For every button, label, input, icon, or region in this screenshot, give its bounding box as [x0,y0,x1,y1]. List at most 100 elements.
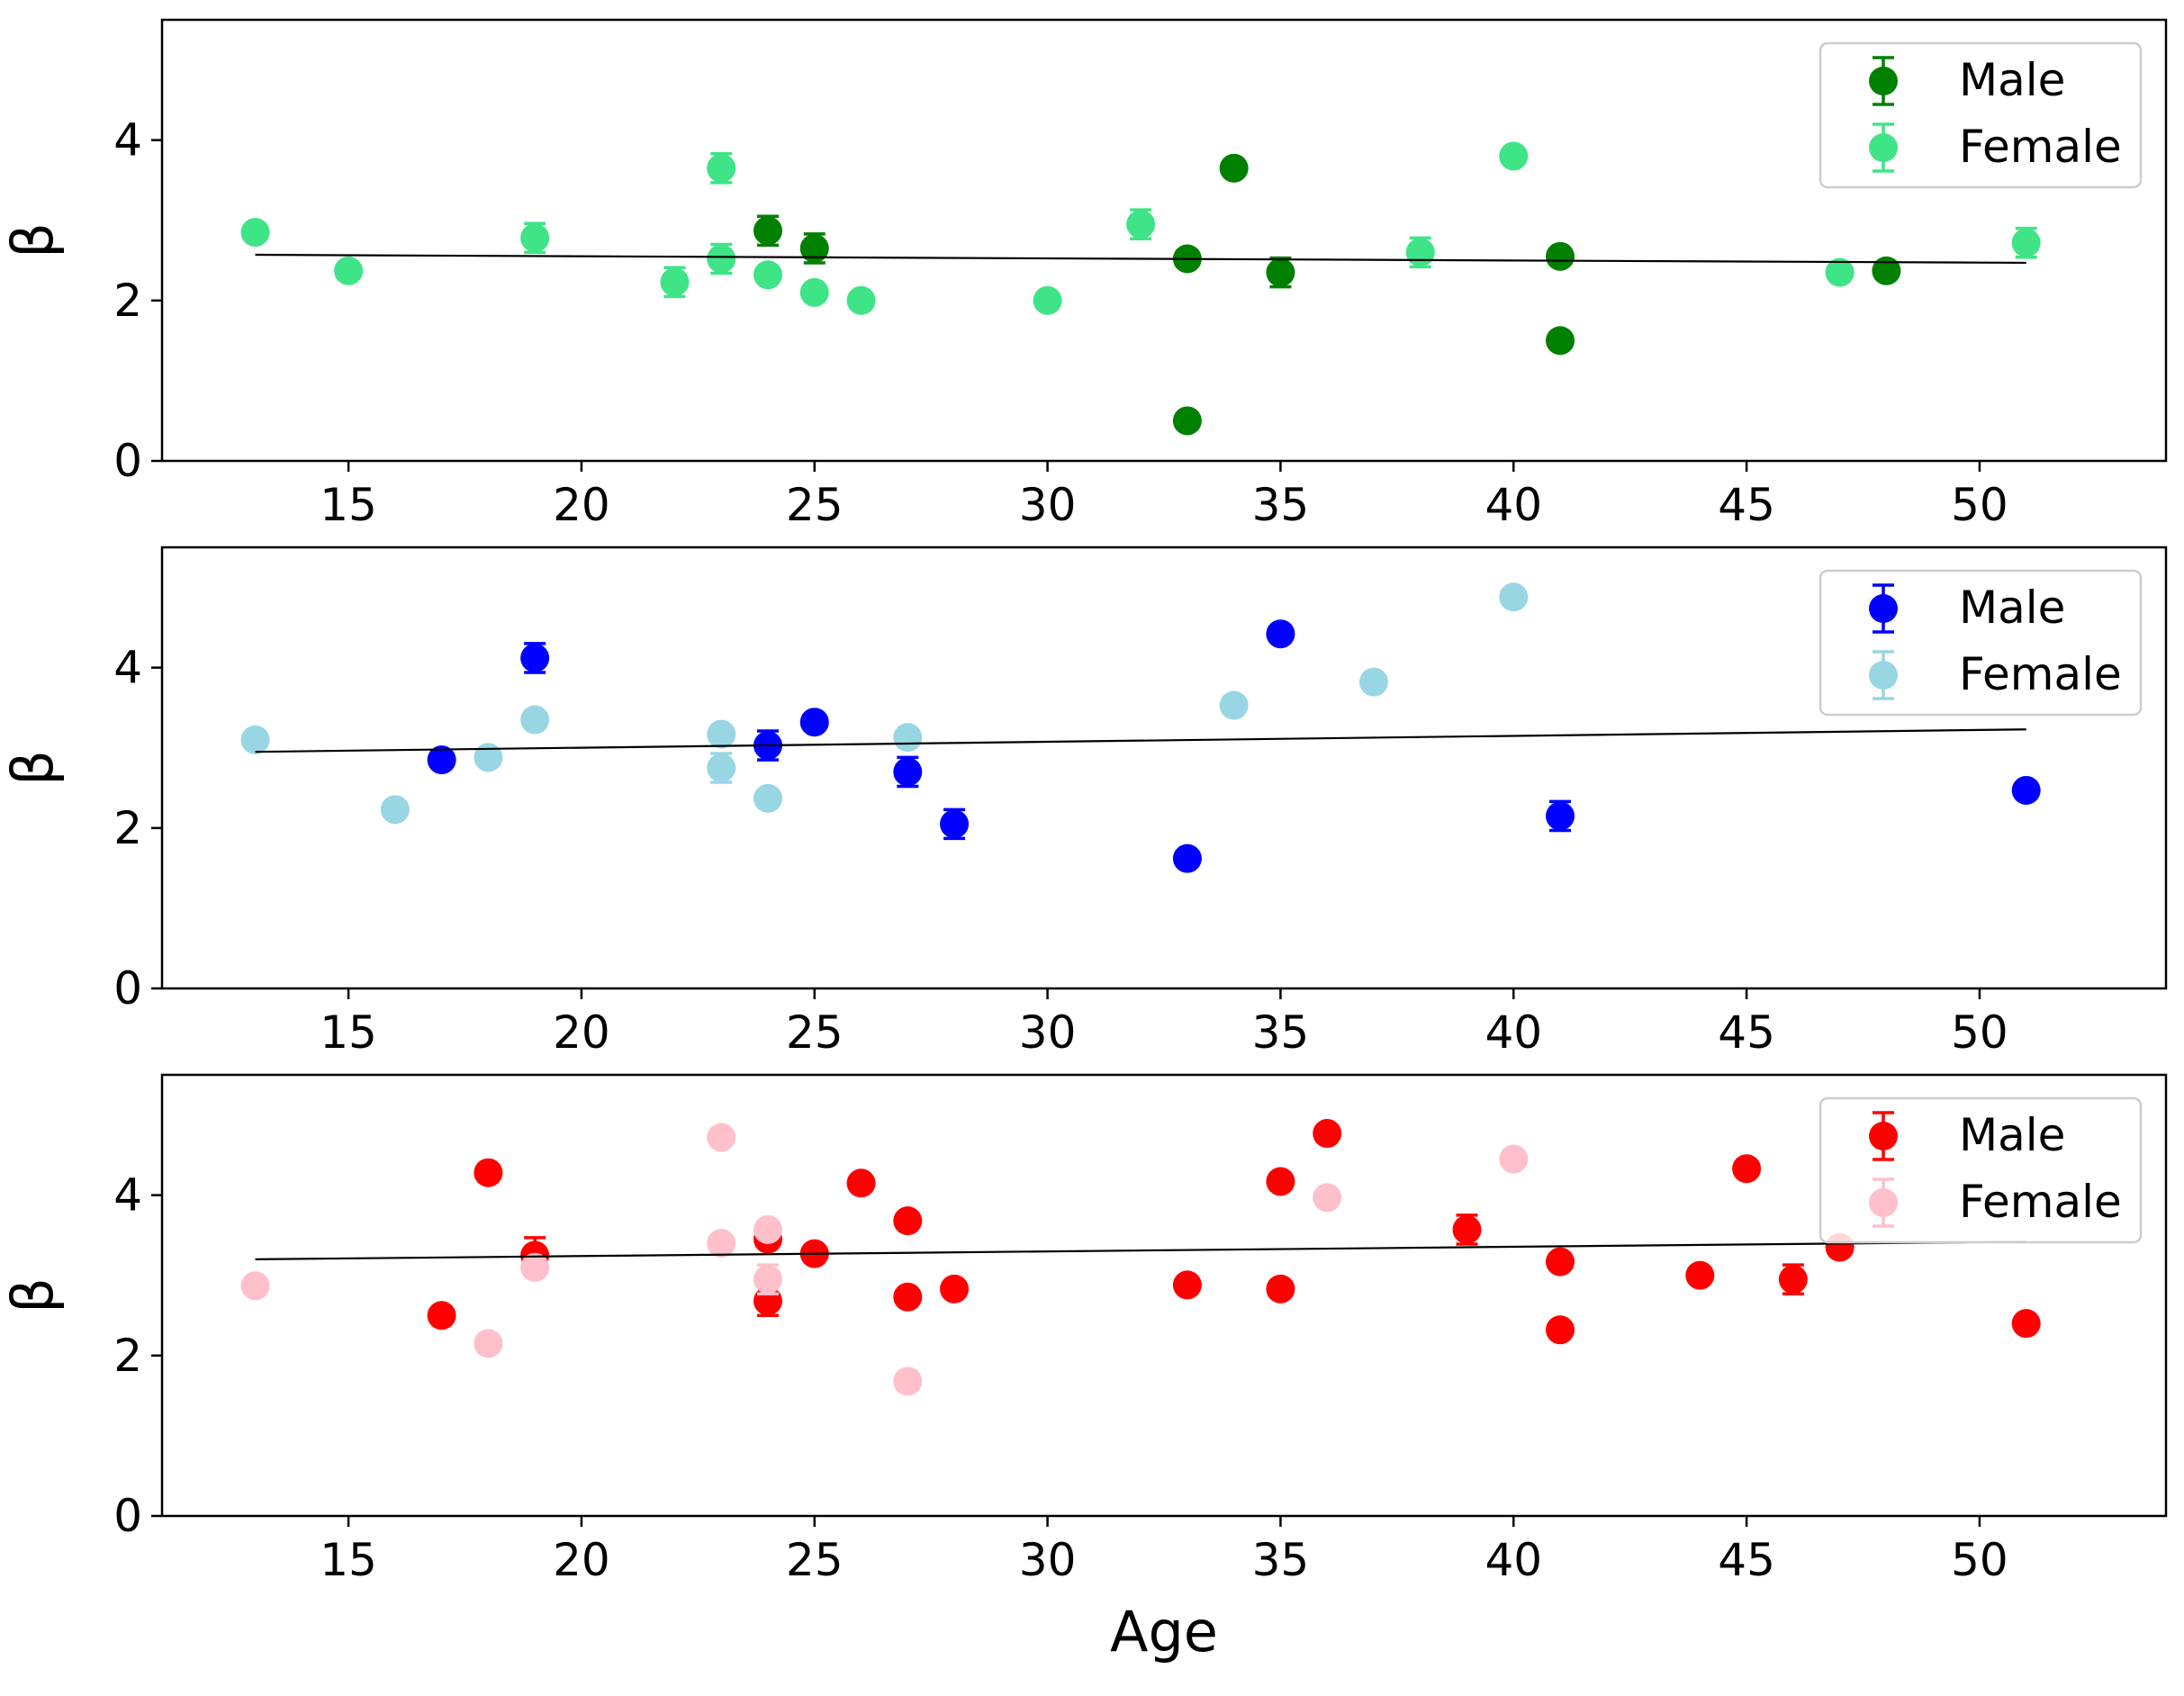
data-point [240,218,270,248]
legend-box [1818,1096,2143,1244]
data-point [1266,1167,1295,1196]
x-tick-label: 15 [320,479,377,531]
data-point [2011,1309,2041,1339]
y-tick-label: 4 [113,114,142,167]
data-point [1313,1119,1342,1149]
x-tick-label: 20 [553,1534,610,1586]
x-tick-label: 25 [786,479,844,531]
data-point [474,743,503,772]
y-tick-label: 2 [113,275,142,327]
data-point [707,1123,736,1152]
data-point [893,757,923,787]
data-point [753,1265,782,1295]
y-tick-label: 2 [113,1330,142,1382]
legend-marker [1869,594,1898,623]
data-point [893,1206,923,1236]
data-point [799,233,829,263]
legend-label: Female [1959,1176,2122,1228]
legend-marker [1869,1188,1898,1217]
data-point [474,1329,503,1358]
panel-3: 15 20 25 30 35 40 45 50 0 2 4 β Age Male Female [0,1073,2168,1664]
axes-frame [160,1073,2168,1518]
trend-line [255,728,2026,753]
x-tick-label: 35 [1252,1006,1310,1059]
data-point [2011,775,2041,805]
y-tick-label: 4 [113,1169,142,1222]
data-point [1219,690,1249,720]
x-tick-label: 40 [1485,1006,1542,1059]
axes-frame [160,546,2168,990]
legend-label: Female [1959,648,2122,700]
data-point [753,1214,782,1244]
series-female [240,141,2041,315]
x-axis-label: Age [1110,1599,1218,1664]
data-point [799,277,829,307]
x-tick-label: 25 [786,1534,844,1586]
x-tick-label: 25 [786,1006,844,1059]
data-point [240,725,270,754]
x-tick-label: 35 [1252,479,1310,531]
data-point [240,1271,270,1301]
data-point [520,223,550,253]
y-axis-label: β [0,1277,66,1313]
plot-area [240,1119,2041,1396]
data-point [1546,1315,1575,1345]
data-point [520,705,550,735]
legend-marker [1869,67,1898,95]
data-point [893,1367,923,1396]
data-point [1172,406,1202,436]
data-point [334,256,364,285]
data-point [1499,141,1529,171]
x-tick-label: 50 [1951,1534,2008,1586]
legend-marker [1869,661,1898,690]
series-male [427,1119,2041,1345]
x-tick-label: 40 [1485,479,1542,531]
legend-box [1818,569,2143,717]
x-tick-label: 45 [1718,1534,1775,1586]
data-point [1872,256,1901,285]
x-tick-label: 40 [1485,1534,1542,1586]
data-point [427,745,456,775]
series-female [240,582,1529,825]
data-point [799,708,829,737]
x-tick-label: 15 [320,1534,377,1586]
data-point [753,216,782,246]
data-point [1546,241,1575,271]
series-male [427,619,2041,873]
data-point [1546,326,1575,356]
data-point [940,809,970,839]
x-tick-label: 50 [1951,479,2008,531]
data-point [1033,285,1062,315]
legend-marker [1869,133,1898,162]
axes-frame [160,18,2168,463]
data-point [380,795,410,825]
data-point [1126,210,1156,239]
data-point [1266,619,1295,649]
x-tick-label: 20 [553,1006,610,1059]
series-female [240,1123,1529,1396]
x-tick-label: 15 [320,1006,377,1059]
data-point [893,723,923,753]
data-point [1499,582,1529,612]
data-point [1452,1214,1482,1244]
data-point [1172,843,1202,873]
data-point [1778,1265,1808,1295]
y-axis-label: β [0,750,66,786]
legend-label: Male [1959,1109,2065,1161]
data-point [753,260,782,290]
data-point [520,1252,550,1282]
data-point [1405,238,1435,267]
series-male [753,153,1901,436]
panel-2: 15 20 25 30 35 40 45 50 0 2 4 β Male Female [0,546,2168,1059]
legend-label: Male [1959,582,2065,634]
legend-label: Female [1959,121,2122,173]
data-point [1685,1260,1715,1290]
y-tick-label: 0 [113,435,142,487]
data-point [1825,257,1855,287]
data-point [707,244,736,274]
y-tick-label: 2 [113,802,142,854]
data-point [707,753,736,782]
trend-line [255,253,2026,265]
